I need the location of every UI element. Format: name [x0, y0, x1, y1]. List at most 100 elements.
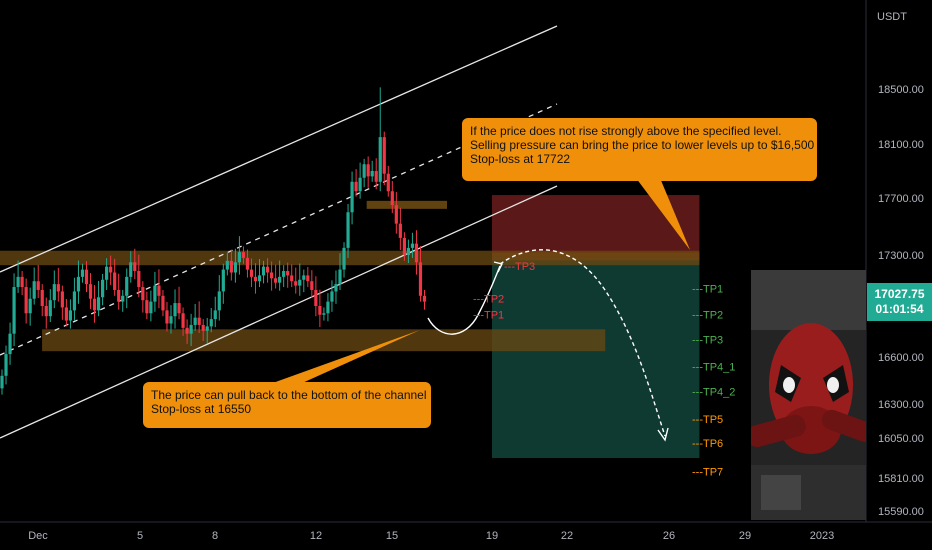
- time-tick-label: 15: [386, 530, 398, 542]
- candle-body: [386, 173, 390, 192]
- candle-body: [249, 269, 254, 277]
- price-tick-label: 15810.00: [878, 473, 924, 485]
- candle-body: [125, 276, 129, 296]
- candle-body: [269, 272, 274, 279]
- candle-body: [52, 284, 56, 301]
- candle-body: [265, 266, 270, 273]
- candle-body: [48, 300, 52, 317]
- price-axis[interactable]: 18500.00 18100.00 17700.00 17300.00 16600.00…: [878, 84, 924, 518]
- candle-body: [414, 243, 419, 263]
- resistance-zone: [0, 250, 700, 266]
- candle-body: [302, 275, 306, 280]
- time-tick-label: 26: [663, 530, 675, 542]
- candle-body: [398, 223, 402, 238]
- price-tick-label: 15590.00: [878, 506, 924, 518]
- candle-body: [201, 324, 205, 331]
- currency-label: USDT: [877, 11, 907, 23]
- time-tick-label: 19: [486, 530, 498, 542]
- candle-body: [290, 275, 294, 282]
- candle-body: [40, 289, 44, 306]
- pullback-arrow: [493, 261, 504, 273]
- candles-layer: [0, 87, 427, 395]
- candle-body: [133, 262, 137, 272]
- channel-lines: [0, 25, 558, 439]
- time-tick-label: 2023: [810, 530, 834, 542]
- candle-body: [197, 317, 201, 325]
- current-price: 17027.75: [874, 287, 925, 301]
- candle-body: [221, 269, 225, 292]
- bottom-callout-line-2: Stop-loss at 16550: [151, 402, 252, 416]
- candle-body: [76, 276, 81, 292]
- candle-body: [209, 319, 213, 327]
- channel-lower-line: [0, 185, 558, 439]
- time-tick-label: 5: [137, 530, 143, 542]
- candle-body: [189, 324, 193, 334]
- candle-body: [185, 327, 189, 334]
- candle-body: [286, 271, 290, 276]
- candle-body: [205, 326, 209, 331]
- candle-body: [274, 278, 278, 283]
- candle-body: [233, 262, 237, 273]
- candle-body: [366, 164, 370, 177]
- take-profit-label: ---TP4_1: [692, 361, 735, 373]
- candle-body: [298, 279, 302, 286]
- candle-body: [80, 269, 85, 277]
- candle-body: [334, 284, 338, 292]
- take-profit-labels: ---TP1 ---TP2 ---TP3 ---TP4_1 ---TP4_2 ---TP5…: [473, 261, 735, 478]
- candle-body: [225, 260, 229, 270]
- take-profit-label: ---TP5: [692, 414, 723, 426]
- candle-body: [338, 269, 342, 285]
- time-tick-label: 29: [739, 530, 751, 542]
- candle-body: [137, 271, 141, 288]
- candle-body: [141, 287, 145, 301]
- candle-body: [241, 252, 246, 258]
- channel-mid-line: [0, 103, 558, 356]
- candle-body: [282, 271, 286, 277]
- candle-body: [145, 300, 149, 314]
- candle-body: [20, 276, 24, 288]
- candle-body: [169, 316, 173, 324]
- decline-path: [499, 249, 666, 437]
- candle-body: [28, 298, 32, 314]
- top-callout[interactable]: If the price does not rise strongly abov…: [462, 118, 817, 181]
- price-tick-label: 18100.00: [878, 139, 924, 151]
- candle-body: [257, 275, 262, 282]
- pullback-path: [427, 265, 501, 335]
- current-price-tag: 17027.75 01:01:54: [867, 283, 932, 321]
- candle-body: [217, 291, 221, 311]
- candle-body: [322, 313, 326, 315]
- time-axis[interactable]: Dec 5 8 12 15 19 22 26 29 2023: [28, 530, 834, 542]
- take-profit-label: ---TP7: [692, 466, 723, 478]
- support-zone: [42, 329, 606, 352]
- candle-body: [32, 281, 36, 299]
- candle-body: [314, 289, 318, 306]
- candle-body: [36, 281, 40, 290]
- candle-body: [117, 289, 121, 302]
- candle-body: [153, 285, 157, 302]
- time-tick-label: Dec: [28, 530, 48, 542]
- candle-body: [96, 297, 101, 311]
- candle-body: [326, 301, 330, 314]
- price-tick-label: 17700.00: [878, 193, 924, 205]
- candle-body: [157, 285, 161, 296]
- deadpool-avatar-icon: [751, 270, 866, 520]
- decline-arrow: [657, 427, 669, 442]
- candle-body: [64, 307, 68, 321]
- candle-body: [100, 279, 105, 298]
- take-profit-label: ---TP4_2: [692, 386, 735, 398]
- candle-body: [181, 313, 185, 328]
- candle-body: [245, 257, 250, 270]
- candle-body: [418, 262, 423, 296]
- candle-body: [310, 281, 314, 290]
- take-profit-label-left: ---TP1: [473, 310, 504, 322]
- candle-body: [358, 177, 362, 192]
- candle-body: [16, 276, 20, 288]
- candle-body: [261, 266, 266, 276]
- candle-body: [350, 181, 354, 213]
- price-tick-label: 18500.00: [878, 84, 924, 96]
- time-tick-label: 12: [310, 530, 322, 542]
- bottom-callout[interactable]: The price can pull back to the bottom of…: [143, 382, 431, 428]
- take-profit-label: ---TP2: [692, 310, 723, 322]
- price-tick-label: 16300.00: [878, 399, 924, 411]
- candle-body: [402, 237, 406, 255]
